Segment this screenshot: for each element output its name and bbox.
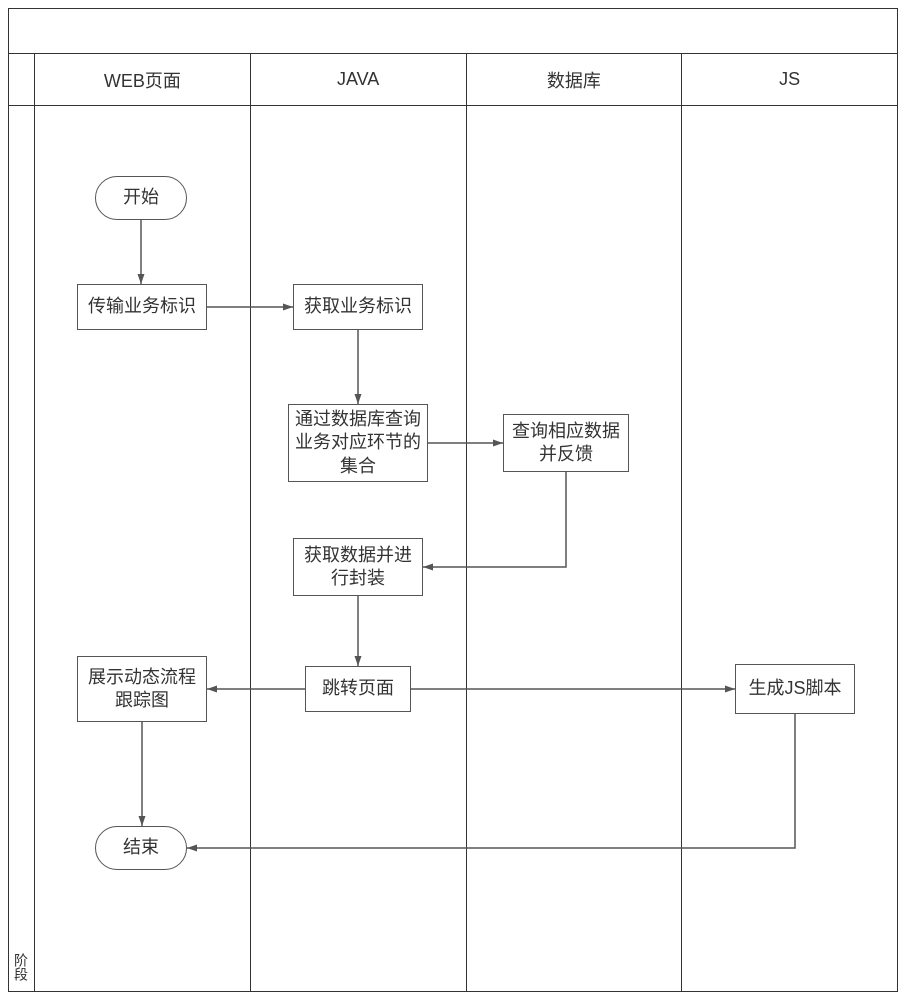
node-start: 开始: [95, 176, 187, 220]
side-label-header: [9, 54, 35, 105]
lane-header-web: WEB页面: [35, 54, 251, 105]
lane-header-java: JAVA: [251, 54, 467, 105]
node-n7: 展示动态流程跟踪图: [77, 656, 207, 722]
phase-label: 阶段: [11, 953, 31, 981]
header-blank: [9, 9, 897, 54]
node-n3: 通过数据库查询业务对应环节的集合: [288, 404, 428, 482]
node-n1: 传输业务标识: [77, 284, 207, 330]
node-end: 结束: [95, 826, 187, 870]
lane-header-js: JS: [682, 54, 897, 105]
diagram-area: 开始传输业务标识 获取业务标识通过数据库查询业务对应环节的集合 查询相应数据并反馈获…: [35, 106, 897, 991]
side-label-col: 阶段: [9, 106, 35, 991]
swimlane-frame: WEB页面 JAVA 数据库 JS 阶段 开始传输业务标识 获取业务标识通过数据库…: [8, 8, 898, 992]
node-n5: 获取数据并进行封装: [293, 538, 423, 596]
node-n8: 生成JS脚本: [735, 664, 855, 714]
lane-header-db: 数据库: [467, 54, 683, 105]
node-n4: 查询相应数据并反馈: [503, 414, 629, 472]
node-n6: 跳转页面: [305, 666, 411, 712]
node-n2: 获取业务标识: [293, 284, 423, 330]
header-row: WEB页面 JAVA 数据库 JS: [9, 54, 897, 106]
